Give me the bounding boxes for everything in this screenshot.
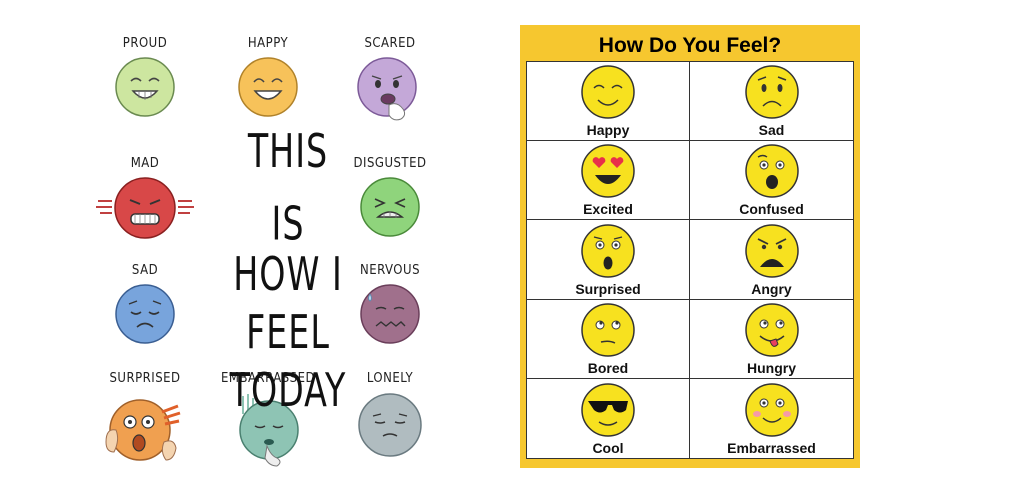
disgusted-face-icon (360, 177, 420, 237)
emotion-surprised: SURPRISED (85, 370, 205, 468)
emotion-proud: PROUD (85, 35, 205, 119)
angry-emoji-icon (744, 223, 799, 278)
hungry-emoji-icon (744, 303, 799, 357)
mad-face-icon (96, 177, 194, 239)
emotion-label: EMBARRASSED (221, 371, 315, 386)
chart-cell-happy: Happy (527, 62, 690, 142)
nervous-face-icon (360, 284, 420, 344)
chart-cell-embarrassed: Embarrassed (690, 379, 853, 458)
cell-label: Embarrassed (727, 439, 816, 456)
chart-title: How Do You Feel? (598, 34, 782, 57)
chart-cell-cool: Cool (527, 378, 690, 458)
poster-title-line: FEEL (246, 305, 330, 360)
emotion-label: LONELY (366, 371, 414, 386)
emotion-sad: SAD (85, 262, 205, 346)
cell-label: Cool (592, 439, 624, 456)
embarrassed-emoji-icon (744, 383, 799, 437)
feelings-chart: How Do You Feel? Happy Sad (520, 25, 860, 468)
lonely-face-icon (358, 393, 422, 457)
emotion-label: PROUD (122, 36, 168, 51)
confused-emoji-icon (744, 144, 799, 199)
cell-label: Surprised (575, 280, 641, 297)
cell-label: Bored (587, 359, 629, 376)
sad-face-icon (115, 284, 175, 344)
poster-title: THIS IS HOW I FEEL TODAY (228, 124, 348, 420)
happy-face-icon (238, 57, 298, 117)
poster-title-line: THIS IS (247, 124, 329, 251)
cell-label: Confused (739, 201, 804, 218)
cool-emoji-icon (581, 383, 635, 437)
emotion-label: SAD (131, 263, 159, 278)
embarrassed-face-icon (239, 394, 299, 467)
chart-grid: Happy Sad Excited (526, 61, 854, 459)
chart-cell-bored: Bored (527, 299, 690, 379)
emotion-label: NERVOUS (359, 263, 420, 278)
chart-cell-excited: Excited (527, 141, 690, 221)
proud-face-icon (115, 57, 175, 117)
emotion-label: MAD (130, 156, 160, 171)
happy-emoji-icon (581, 65, 635, 119)
emotion-embarrassed: EMBARRASSED (208, 370, 328, 468)
cell-label: Happy (586, 122, 630, 139)
chart-cell-sad: Sad (690, 62, 853, 142)
sad-emoji-icon (744, 65, 799, 119)
excited-emoji-icon (581, 144, 635, 199)
emotion-scared: SCARED (330, 35, 450, 125)
emotion-mad: MAD (85, 155, 205, 243)
feelings-poster: PROUD HAPPY SCARED (80, 30, 450, 470)
emotion-lonely: LONELY (330, 370, 450, 460)
emotion-label: HAPPY (247, 36, 289, 51)
cell-label: Excited (583, 201, 633, 218)
emotion-label: SCARED (364, 36, 416, 51)
bored-emoji-icon (581, 303, 635, 357)
emotion-label: SURPRISED (109, 371, 181, 386)
emotion-nervous: NERVOUS (330, 262, 450, 346)
cell-label: Sad (758, 122, 785, 139)
chart-cell-hungry: Hungry (690, 300, 853, 379)
chart-cell-angry: Angry (690, 220, 853, 300)
scared-face-icon (357, 57, 417, 121)
emotion-disgusted: DISGUSTED (330, 155, 450, 239)
chart-cell-surprised: Surprised (527, 220, 690, 300)
surprised-emoji-icon (581, 223, 635, 278)
chart-cell-confused: Confused (690, 141, 853, 221)
emotion-happy: HAPPY (208, 35, 328, 119)
surprised-face-icon (105, 399, 181, 461)
poster-title-line: TODAY (229, 363, 347, 418)
cell-label: Hungry (747, 359, 796, 376)
poster-title-line: HOW I (233, 247, 343, 302)
cell-label: Angry (751, 280, 792, 297)
emotion-label: DISGUSTED (353, 156, 427, 171)
